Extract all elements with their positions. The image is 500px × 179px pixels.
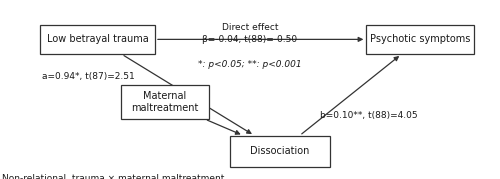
- Text: Low betrayal trauma: Low betrayal trauma: [46, 34, 148, 44]
- Text: Psychotic symptoms: Psychotic symptoms: [370, 34, 470, 44]
- Text: b=0.10**, t(88)=4.05: b=0.10**, t(88)=4.05: [320, 111, 418, 120]
- Text: a=0.94*, t(87)=2.51: a=0.94*, t(87)=2.51: [42, 72, 135, 81]
- Text: Dissociation: Dissociation: [250, 146, 310, 156]
- Text: Maternal
maltreatment: Maternal maltreatment: [132, 91, 198, 113]
- Text: Direct effect
β=-0.04, t(88)=-0.50: Direct effect β=-0.04, t(88)=-0.50: [202, 23, 298, 44]
- FancyBboxPatch shape: [230, 136, 330, 167]
- Text: *: p<0.05; **: p<0.001: *: p<0.05; **: p<0.001: [198, 60, 302, 69]
- Text: Non-relational  trauma × maternal maltreatment
β=0.05*, t(87)=2.1: Non-relational trauma × maternal maltrea…: [2, 174, 225, 179]
- FancyBboxPatch shape: [40, 25, 155, 54]
- FancyBboxPatch shape: [366, 25, 474, 54]
- FancyBboxPatch shape: [122, 85, 209, 119]
